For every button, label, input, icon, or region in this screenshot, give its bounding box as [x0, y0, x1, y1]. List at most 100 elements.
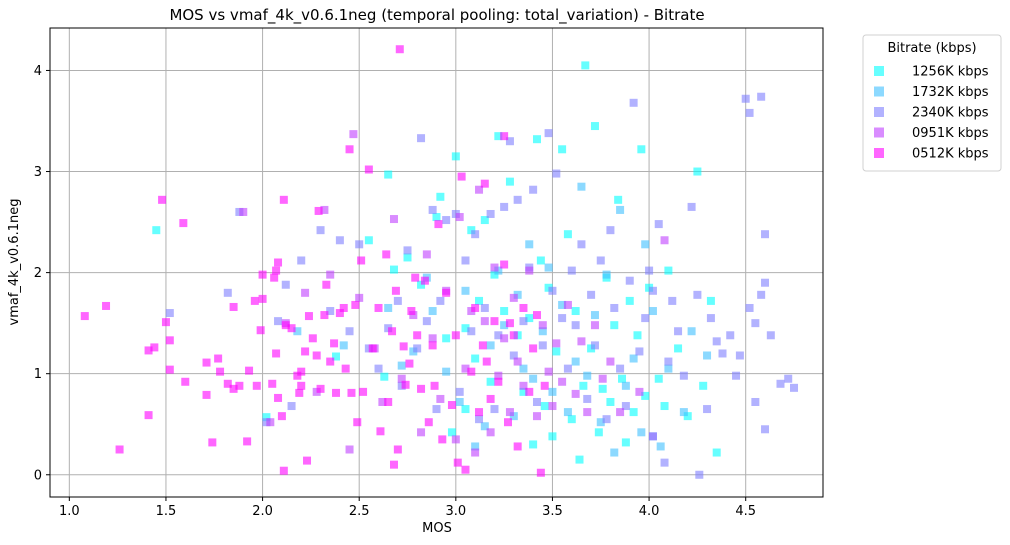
scatter-point	[703, 405, 712, 414]
scatter-point	[332, 388, 341, 397]
scatter-point	[563, 408, 572, 417]
scatter-point	[505, 319, 514, 328]
scatter-point	[455, 213, 464, 222]
scatter-point	[648, 286, 657, 295]
scatter-point	[471, 354, 480, 363]
scatter-point	[420, 276, 429, 285]
scatter-point	[312, 351, 321, 360]
scatter-point	[635, 347, 644, 356]
scatter-point	[461, 405, 470, 414]
scatter-point	[552, 347, 561, 356]
scatter-point	[766, 331, 775, 340]
scatter-point	[389, 460, 398, 469]
scatter-point	[606, 357, 615, 366]
scatter-point	[486, 209, 495, 218]
scatter-point	[374, 303, 383, 312]
scatter-point	[494, 377, 503, 386]
scatter-point	[581, 61, 590, 70]
scatter-point	[322, 280, 331, 289]
scatter-point	[403, 253, 412, 262]
scatter-point	[391, 286, 400, 295]
scatter-point	[393, 296, 402, 305]
scatter-point	[598, 384, 607, 393]
scatter-point	[326, 307, 335, 316]
scatter-point	[297, 381, 306, 390]
scatter-point	[513, 195, 522, 204]
scatter-point	[486, 341, 495, 350]
scatter-point	[741, 94, 750, 103]
scatter-point	[295, 388, 304, 397]
scatter-point	[250, 296, 259, 305]
x-tick-label: 4.5	[735, 504, 756, 519]
scatter-point	[525, 387, 534, 396]
scatter-point	[428, 205, 437, 214]
scatter-point	[529, 440, 538, 449]
scatter-point	[451, 331, 460, 340]
scatter-point	[664, 266, 673, 275]
scatter-point	[509, 351, 518, 360]
scatter-point	[618, 374, 627, 383]
series-4	[80, 45, 549, 477]
scatter-point	[397, 374, 406, 383]
scatter-point	[409, 311, 418, 320]
scatter-point	[471, 448, 480, 457]
scatter-point	[413, 344, 422, 353]
scatter-point	[353, 418, 362, 427]
scatter-point	[660, 458, 669, 467]
scatter-point	[577, 182, 586, 191]
scatter-point	[540, 402, 549, 411]
legend-marker	[874, 66, 884, 76]
scatter-point	[442, 216, 451, 225]
scatter-point	[494, 371, 503, 380]
scatter-point	[357, 256, 366, 265]
scatter-point	[757, 92, 766, 101]
scatter-point	[548, 432, 557, 441]
scatter-point	[293, 327, 302, 336]
scatter-point	[602, 415, 611, 424]
scatter-point	[544, 263, 553, 272]
scatter-point	[480, 303, 489, 312]
scatter-point	[637, 145, 646, 154]
scatter-point	[475, 415, 484, 424]
scatter-point	[629, 408, 638, 417]
scatter-point	[399, 342, 408, 351]
x-tick-label: 2.5	[349, 504, 370, 519]
scatter-point	[712, 337, 721, 346]
scatter-point	[380, 372, 389, 381]
scatter-point	[579, 381, 588, 390]
scatter-point	[558, 145, 567, 154]
scatter-point	[726, 331, 735, 340]
scatter-point	[571, 307, 580, 316]
data-points	[80, 45, 799, 479]
scatter-point	[316, 384, 325, 393]
scatter-point	[320, 311, 329, 320]
scatter-point	[583, 408, 592, 417]
scatter-point	[641, 391, 650, 400]
scatter-point	[732, 371, 741, 380]
scatter-point	[687, 327, 696, 336]
scatter-point	[596, 256, 605, 265]
legend-label: 1732K kbps	[912, 85, 989, 100]
scatter-point	[397, 361, 406, 370]
scatter-point	[480, 317, 489, 326]
scatter-point	[505, 137, 514, 146]
legend-items: 1256K kbps 1732K kbps 2340K kbps 0951K kbps…	[874, 65, 989, 162]
plot-frame	[49, 27, 824, 498]
scatter-point	[693, 167, 702, 176]
y-tick-label: 2	[34, 266, 42, 281]
scatter-point	[544, 367, 553, 376]
scatter-point	[751, 319, 760, 328]
scatter-point	[648, 307, 657, 316]
scatter-point	[332, 352, 341, 361]
x-tick-label: 4.0	[639, 504, 660, 519]
scatter-point	[214, 354, 223, 363]
legend-marker	[874, 127, 884, 138]
scatter-point	[513, 442, 522, 451]
scatter-point	[548, 387, 557, 396]
scatter-point	[252, 381, 261, 390]
scatter-point	[364, 165, 373, 174]
scatter-point	[563, 230, 572, 239]
scatter-point	[467, 327, 476, 336]
scatter-point	[447, 401, 456, 410]
